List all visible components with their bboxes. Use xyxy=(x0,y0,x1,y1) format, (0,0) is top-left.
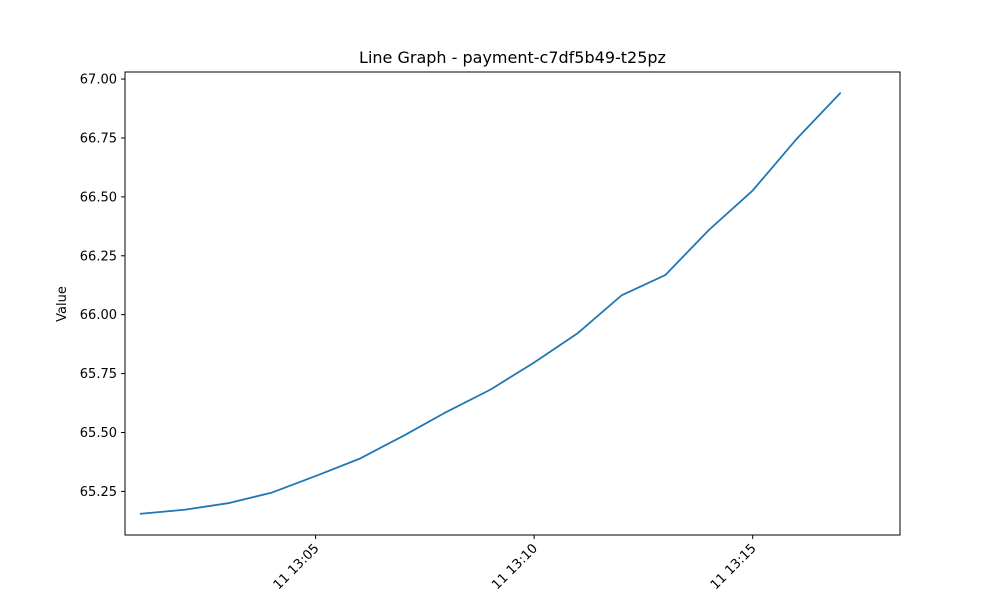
series-line xyxy=(139,92,842,515)
y-tick-label: 66.00 xyxy=(80,308,117,323)
y-tick-label: 66.25 xyxy=(80,249,117,264)
axes-frame xyxy=(124,71,901,536)
plot-area xyxy=(139,92,842,515)
x-tick-label: 11 13:15 xyxy=(708,541,760,593)
x-axis: 11 13:05 11 13:10 11 13:15 xyxy=(271,535,760,593)
y-tick-label: 66.50 xyxy=(80,190,117,205)
x-tick-label: 11 13:10 xyxy=(489,541,541,593)
y-tick-label: 65.75 xyxy=(80,367,117,382)
x-tick-label: 11 13:05 xyxy=(271,541,323,593)
y-tick-label: 65.25 xyxy=(80,485,117,500)
y-axis-label: Value xyxy=(55,286,70,322)
chart-title: Line Graph - payment-c7df5b49-t25pz xyxy=(359,48,666,67)
y-axis: 65.25 65.50 65.75 66.00 66.25 66.50 66.75 67.00 xyxy=(80,73,125,500)
y-tick-label: 67.00 xyxy=(80,73,117,88)
y-tick-label: 66.75 xyxy=(80,131,117,146)
y-tick-label: 65.50 xyxy=(80,426,117,441)
